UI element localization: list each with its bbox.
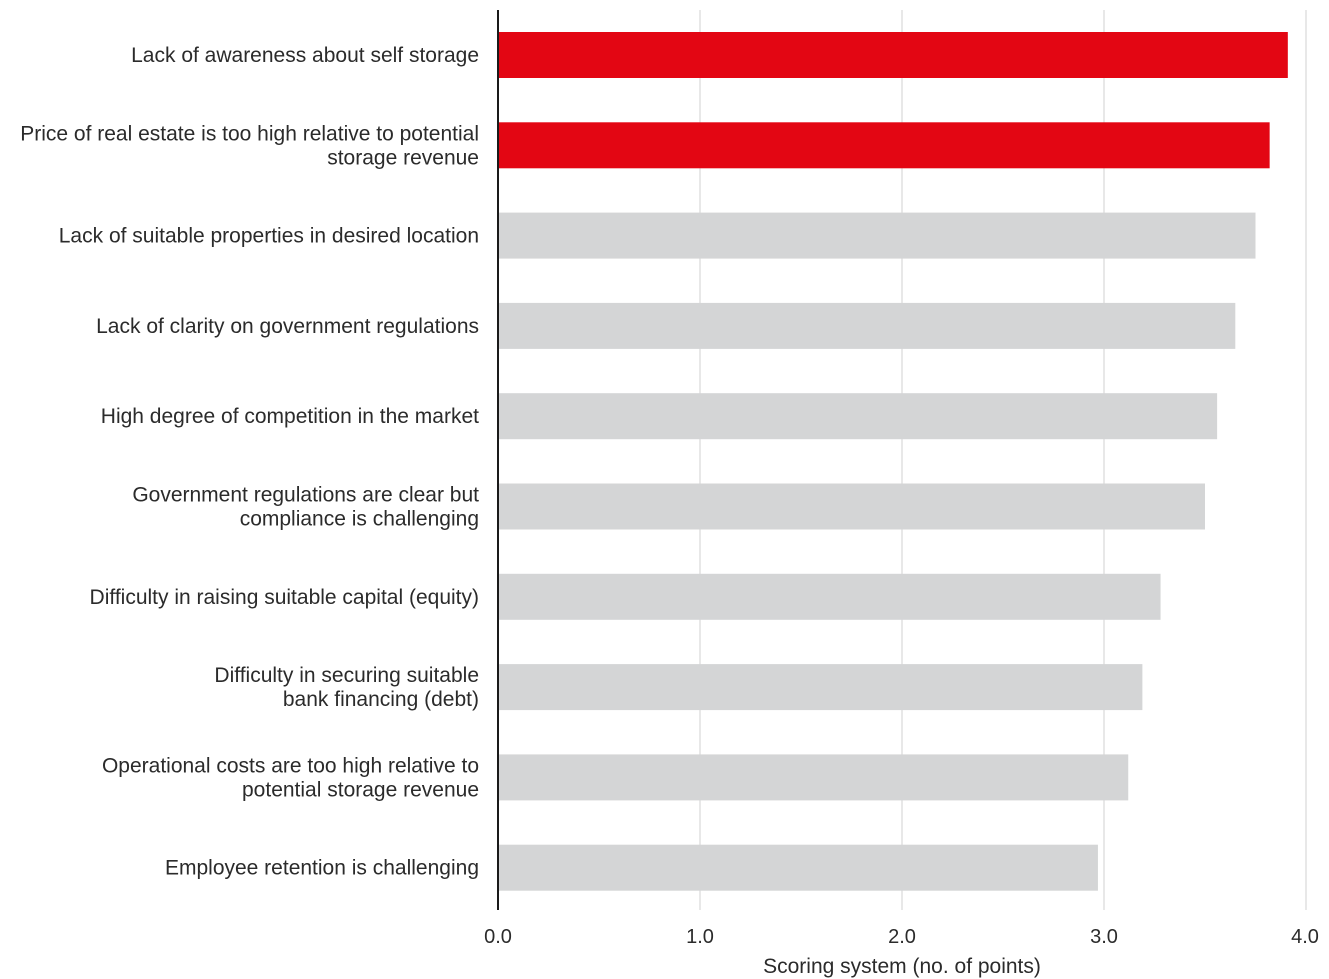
bar <box>498 754 1129 801</box>
bar <box>498 664 1143 711</box>
category-label: Employee retention is challenging <box>165 857 479 880</box>
bar <box>498 302 1236 349</box>
bar <box>498 483 1205 530</box>
category-label-line: Difficulty in raising suitable capital (… <box>90 586 479 609</box>
category-label-line: Employee retention is challenging <box>165 857 479 880</box>
bars <box>498 32 1288 891</box>
bar <box>498 844 1098 891</box>
category-label-line: Lack of awareness about self storage <box>131 44 479 67</box>
x-tick-label: 2.0 <box>888 926 916 948</box>
category-label: Operational costs are too high relative … <box>102 754 479 801</box>
x-tick-label: 4.0 <box>1291 926 1319 948</box>
category-label-line: Operational costs are too high relative … <box>102 754 479 777</box>
category-label-line: compliance is challenging <box>240 508 479 531</box>
category-label: High degree of competition in the market <box>101 405 479 428</box>
bar <box>498 212 1256 259</box>
x-tick-labels: 0.0 1.0 2.0 3.0 4.0 <box>484 926 1319 948</box>
category-label-line: Difficulty in securing suitable <box>214 664 479 687</box>
category-label-line: Government regulations are clear but <box>132 484 479 507</box>
bar <box>498 573 1161 620</box>
bar <box>498 122 1270 169</box>
category-labels: Lack of awareness about self storage Pric… <box>20 44 479 880</box>
category-label: Lack of clarity on government regulation… <box>96 315 479 338</box>
category-label: Difficulty in securing suitable bank fina… <box>214 664 479 711</box>
category-label-line: potential storage revenue <box>242 778 479 801</box>
category-label: Difficulty in raising suitable capital (… <box>90 586 479 609</box>
category-label-line: High degree of competition in the market <box>101 405 479 428</box>
bar <box>498 32 1288 78</box>
category-label: Price of real estate is too high relativ… <box>20 122 479 169</box>
category-label: Lack of awareness about self storage <box>131 44 479 67</box>
x-tick-label: 0.0 <box>484 926 512 948</box>
category-label-line: Lack of suitable properties in desired l… <box>59 225 479 248</box>
category-label-line: bank financing (debt) <box>283 688 479 711</box>
bar <box>498 393 1218 440</box>
x-tick-label: 3.0 <box>1090 926 1118 948</box>
category-label: Lack of suitable properties in desired l… <box>59 225 479 248</box>
category-label-line: Price of real estate is too high relativ… <box>20 122 479 145</box>
category-label: Government regulations are clear but comp… <box>132 484 479 531</box>
x-tick-label: 1.0 <box>686 926 714 948</box>
category-label-line: Lack of clarity on government regulation… <box>96 315 479 338</box>
x-axis-title: Scoring system (no. of points) <box>763 955 1041 978</box>
category-label-line: storage revenue <box>327 146 479 169</box>
